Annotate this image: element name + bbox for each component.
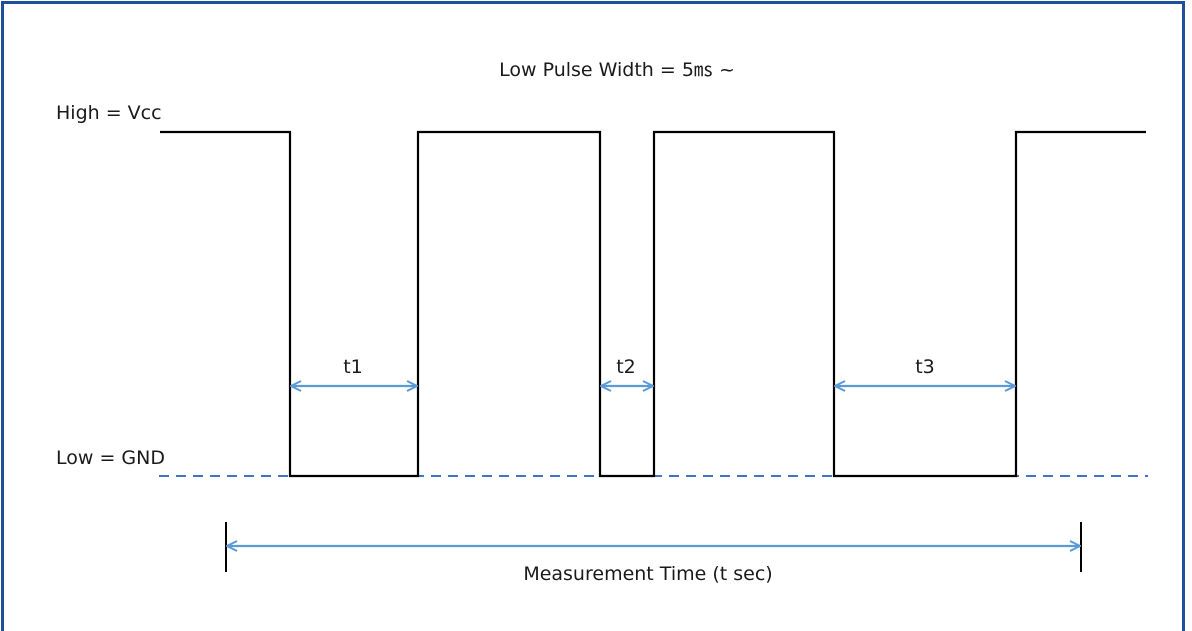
t3-label: t3 — [915, 356, 935, 378]
diagram-title: Low Pulse Width = 5㎳ ~ — [499, 59, 735, 81]
t1-label: t1 — [343, 356, 363, 378]
t2-label: t2 — [616, 356, 636, 378]
measurement-time-label: Measurement Time (t sec) — [523, 563, 772, 585]
high-level-label: High = Vcc — [56, 102, 162, 124]
pulse-waveform — [160, 130, 1146, 478]
low-level-label: Low = GND — [56, 447, 165, 469]
